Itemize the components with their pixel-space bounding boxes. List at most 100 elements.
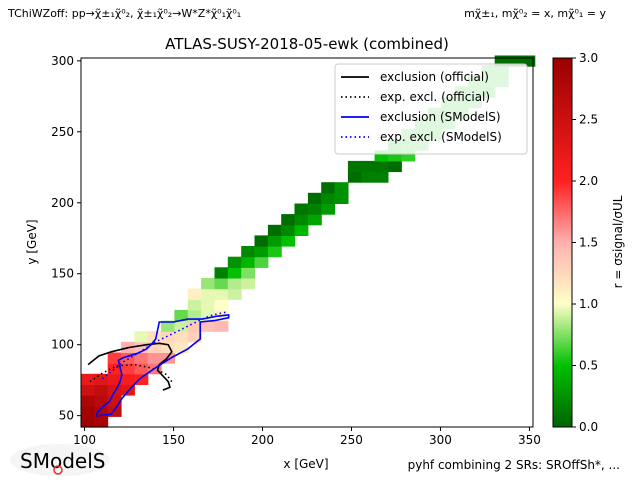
heatmap-cell xyxy=(201,320,215,332)
heatmap-cell xyxy=(94,384,109,396)
heatmap-cell xyxy=(107,373,122,385)
heatmap-cell xyxy=(121,363,135,375)
heatmap-cell xyxy=(121,384,135,396)
logo-mark xyxy=(53,465,63,475)
heatmap-cell xyxy=(174,341,189,353)
colorbar xyxy=(552,57,573,428)
heatmap-cell xyxy=(187,331,202,343)
heatmap-cell xyxy=(107,384,122,396)
heatmap-cell xyxy=(254,235,269,247)
heatmap-cell xyxy=(134,331,149,343)
heatmap-cell xyxy=(334,192,349,204)
heatmap-cell xyxy=(321,203,336,215)
heatmap-cell xyxy=(508,55,522,67)
y-tick-label: 200 xyxy=(51,196,74,210)
plot-frame xyxy=(80,57,534,428)
heatmap-cell xyxy=(361,160,376,173)
x-tick-label: 250 xyxy=(340,433,363,447)
heatmap-cell xyxy=(214,267,229,279)
legend-label: exclusion (official) xyxy=(380,70,489,84)
series-line xyxy=(96,314,230,418)
heatmap-cell xyxy=(361,171,376,183)
heatmap-cell xyxy=(107,405,122,417)
legend: exclusion (official) exp. excl. (official… xyxy=(334,63,528,155)
heatmap-cell xyxy=(201,299,215,311)
heatmap-cell xyxy=(307,214,322,226)
y-axis-ticks: 50 100 150 200 250 300 xyxy=(51,54,81,423)
heatmap-cell xyxy=(161,320,175,332)
x-tick-label: 300 xyxy=(429,433,452,447)
heatmap-cell xyxy=(94,416,109,428)
mass-relation-label: mχ̃±₁, mχ̃⁰₂ = x, mχ̃⁰₁ = y xyxy=(464,7,606,20)
heatmap-cell xyxy=(214,299,229,311)
heatmap-cell xyxy=(294,214,309,226)
heatmap-cell xyxy=(94,373,109,385)
colorbar-ticks: 0.0 0.5 1.0 1.5 2.0 2.5 3.0 xyxy=(572,51,598,434)
x-tick-label: 100 xyxy=(73,433,96,447)
heatmap-cell xyxy=(147,341,162,353)
heatmap-cell xyxy=(174,320,189,332)
heatmap-cell xyxy=(294,203,309,215)
heatmap-cell xyxy=(187,299,202,311)
combination-note: pyhf combining 2 SRs: SROffSh*, ... xyxy=(408,458,620,472)
heatmap-cell xyxy=(161,352,175,364)
x-tick-label: 200 xyxy=(251,433,274,447)
heatmap-cell xyxy=(374,160,389,173)
heatmap-cell xyxy=(241,246,256,258)
heatmap-cell xyxy=(307,203,322,215)
heatmap-cell xyxy=(201,309,215,322)
heatmap-cell xyxy=(147,352,162,364)
heatmap-cell xyxy=(227,288,242,300)
heatmap-cell xyxy=(267,224,282,236)
heatmap-cell xyxy=(174,331,189,343)
heatmap-cell xyxy=(227,267,242,279)
x-axis-label: x [GeV] xyxy=(283,457,328,471)
heatmap-cell xyxy=(161,341,175,353)
heatmap-cell xyxy=(134,341,149,353)
heatmap-cell xyxy=(254,256,269,268)
colorbar-tick-label: 2.5 xyxy=(579,113,598,127)
heatmap-cell xyxy=(81,416,95,428)
colorbar-tick-label: 2.0 xyxy=(579,174,598,188)
heatmap-cell xyxy=(214,288,229,300)
heatmap-cell xyxy=(161,331,175,343)
series-line xyxy=(101,311,228,380)
heatmap-cell xyxy=(241,256,256,268)
heatmap-cell xyxy=(134,363,149,375)
colorbar-tick-label: 0.0 xyxy=(579,420,598,434)
heatmap-cell xyxy=(374,171,389,183)
heatmap-cell xyxy=(94,405,109,417)
heatmap-cell xyxy=(121,352,135,364)
y-tick-label: 100 xyxy=(51,338,74,352)
heatmap-cell xyxy=(321,192,336,204)
colorbar-tick-label: 0.5 xyxy=(579,359,598,373)
heatmap-cell xyxy=(374,150,389,162)
heatmap-cell xyxy=(267,246,282,258)
colorbar-label: r = σsignal/σUL xyxy=(611,195,625,288)
heatmap-cell xyxy=(294,224,309,236)
heatmap-cell xyxy=(81,405,95,417)
colorbar-tick-label: 3.0 xyxy=(579,51,598,65)
heatmap-cell xyxy=(281,224,296,236)
heatmap-cell xyxy=(388,160,402,173)
heatmap-cell xyxy=(241,278,256,290)
heatmap-cell xyxy=(121,373,135,385)
colorbar-tick-label: 1.5 xyxy=(579,236,598,250)
smodels-logo: SModelS xyxy=(10,444,110,476)
logo-backdrop xyxy=(10,444,110,476)
y-tick-label: 50 xyxy=(59,409,74,423)
y-axis-label: y [GeV] xyxy=(25,219,39,264)
colorbar-tick-label: 1.0 xyxy=(579,297,598,311)
heatmap-cell xyxy=(187,320,202,332)
heatmap-cell xyxy=(227,256,242,268)
process-label: TChiWZoff: pp→χ̃±₁χ̃⁰₂, χ̃±₁χ̃⁰₂→W*Z*χ̃⁰… xyxy=(7,7,241,20)
heatmap-cell xyxy=(227,278,242,290)
heatmap-cell xyxy=(241,267,256,279)
heatmap-cell xyxy=(201,278,215,290)
logo-text: SModelS xyxy=(20,449,105,473)
heatmap-cell xyxy=(388,150,402,162)
heatmap-cell xyxy=(107,363,122,375)
heatmap-cell xyxy=(307,192,322,204)
contour-lines xyxy=(87,311,230,418)
